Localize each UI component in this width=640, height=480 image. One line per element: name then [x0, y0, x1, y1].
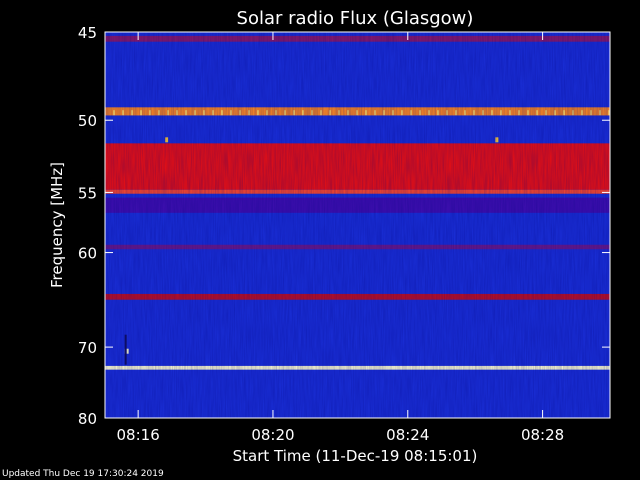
y-tick-label: 60	[78, 245, 97, 263]
y-axis: 45 50 55 60 70 80	[78, 24, 610, 428]
updated-timestamp: Updated Thu Dec 19 17:30:24 2019	[2, 469, 164, 479]
y-tick-label: 70	[78, 339, 97, 357]
y-tick-label: 80	[78, 410, 97, 428]
y-tick-label: 55	[78, 184, 97, 202]
x-tick-label: 08:20	[251, 426, 294, 444]
x-tick-label: 08:24	[386, 426, 429, 444]
y-tick-label: 50	[78, 112, 97, 130]
plot-frame	[104, 31, 611, 419]
y-tick-label: 45	[78, 24, 97, 42]
plot-area	[105, 32, 610, 418]
noise-overlay	[105, 32, 610, 418]
x-tick-label: 08:16	[117, 426, 160, 444]
x-tick-label: 08:28	[521, 426, 564, 444]
chart-title: Solar radio Flux (Glasgow)	[237, 8, 474, 29]
y-axis-label: Frequency [MHz]	[48, 162, 66, 288]
x-axis-label: Start Time (11-Dec-19 08:15:01)	[233, 447, 478, 465]
x-axis: 08:16 08:20 08:24 08:28	[117, 32, 564, 444]
